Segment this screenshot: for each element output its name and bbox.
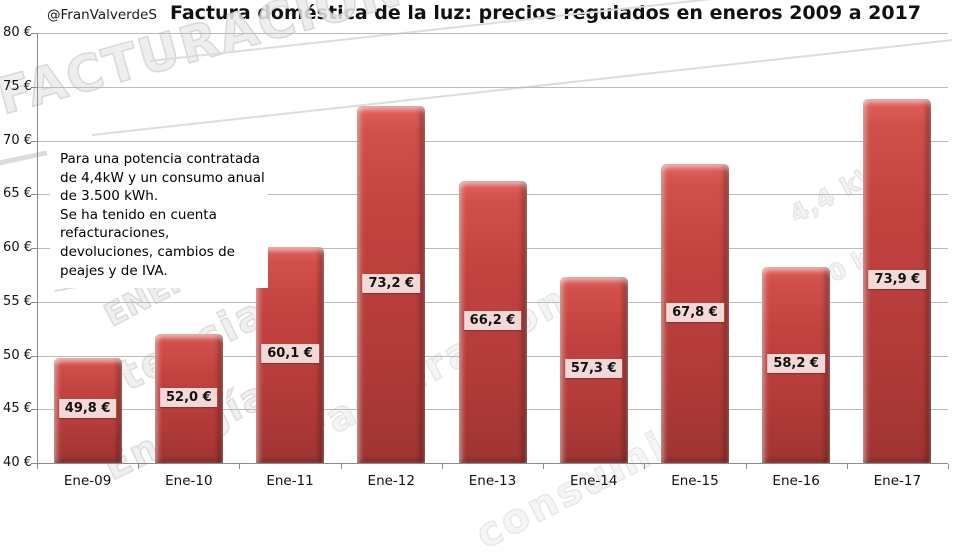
- bar-layer: 49,8 € 52,0 € 60,1 € 73,2 € 66,2 € 57,3 € 67,8…: [53, 98, 932, 463]
- x-axis-label: Ene-17: [873, 473, 922, 489]
- y-axis-tick: [31, 301, 37, 303]
- y-axis-tick: [31, 140, 37, 142]
- x-axis-tick: [644, 464, 646, 469]
- gridline: [37, 140, 948, 142]
- gridline: [37, 33, 948, 34]
- annotation-line: peajes y de IVA.: [60, 262, 168, 279]
- bar-value-label: 60,1 €: [261, 343, 319, 363]
- bar-value-label: 58,2 €: [767, 354, 825, 374]
- x-axis-tick: [745, 464, 747, 469]
- y-axis-label: 50 €: [3, 347, 32, 363]
- y-axis-label: 45 €: [3, 401, 32, 417]
- annotation-line: devoluciones, cambios de: [60, 243, 235, 260]
- y-axis-tick: [31, 194, 37, 196]
- x-axis-label: Ene-13: [468, 473, 517, 489]
- x-axis-tick: [846, 464, 848, 469]
- x-axis-line: [37, 463, 948, 464]
- y-axis-line: [37, 33, 38, 464]
- bar-value-label: 73,2 €: [362, 273, 421, 293]
- y-axis-label: 65 €: [3, 186, 32, 202]
- x-axis-tick: [948, 464, 949, 469]
- x-axis-label: Ene-15: [671, 473, 719, 489]
- annotation-line: refacturaciones,: [60, 225, 170, 242]
- bar-value-label: 66,2 €: [463, 311, 522, 331]
- y-axis-label: 70 €: [3, 132, 32, 148]
- x-axis-label: Ene-09: [63, 473, 112, 489]
- y-axis-label: 75 €: [3, 78, 32, 94]
- bar-value-label: 73,9 €: [868, 269, 927, 289]
- y-axis-tick: [31, 86, 37, 88]
- y-axis-label: 40 €: [3, 455, 32, 470]
- bar-value-label: 49,8 €: [58, 399, 117, 419]
- bar-value-label: 52,0 €: [160, 387, 218, 407]
- gridline: [37, 86, 948, 88]
- annotation-line: de 4,4kW y un consumo anual: [60, 169, 265, 186]
- author-handle: @FranValverdeS: [47, 7, 157, 23]
- x-axis-tick: [239, 464, 241, 469]
- x-axis-label: Ene-14: [569, 473, 618, 489]
- y-axis-label: 55 €: [3, 293, 32, 309]
- y-axis-label: 60 €: [3, 240, 32, 255]
- y-axis-tick: [31, 463, 37, 464]
- y-axis-tick: [31, 33, 37, 34]
- x-axis-label: Ene-11: [266, 473, 314, 489]
- x-axis-tick: [138, 464, 140, 469]
- annotation-note: Para una potencia contratada de 4,4kW y …: [50, 145, 268, 289]
- x-axis-label: Ene-12: [367, 473, 415, 489]
- x-axis-label: Ene-16: [772, 473, 820, 489]
- y-axis-tick: [31, 355, 37, 357]
- chart-title: Factura doméstica de la luz: precios reg…: [169, 2, 922, 24]
- y-axis-label: 80 €: [3, 25, 32, 40]
- annotation-line: de 3.500 kWh.: [60, 188, 159, 205]
- bar-value-label: 67,8 €: [666, 302, 724, 322]
- y-axis-tick: [31, 409, 37, 411]
- y-axis-tick: [31, 248, 37, 249]
- x-axis-tick: [37, 464, 38, 469]
- annotation-line: Para una potencia contratada: [60, 151, 261, 167]
- x-axis-label: Ene-10: [165, 473, 213, 489]
- bar-value-label: 57,3 €: [564, 359, 623, 378]
- x-axis-tick: [340, 464, 342, 469]
- axis-text-layer: 40 € 45 € 50 € 55 € 60 € 65 € 70 € 75 € 80 € Ene-…: [3, 25, 922, 489]
- x-axis-tick: [543, 464, 545, 469]
- annotation-line: Se ha tenido en cuenta: [60, 206, 217, 223]
- x-axis-tick: [441, 464, 443, 469]
